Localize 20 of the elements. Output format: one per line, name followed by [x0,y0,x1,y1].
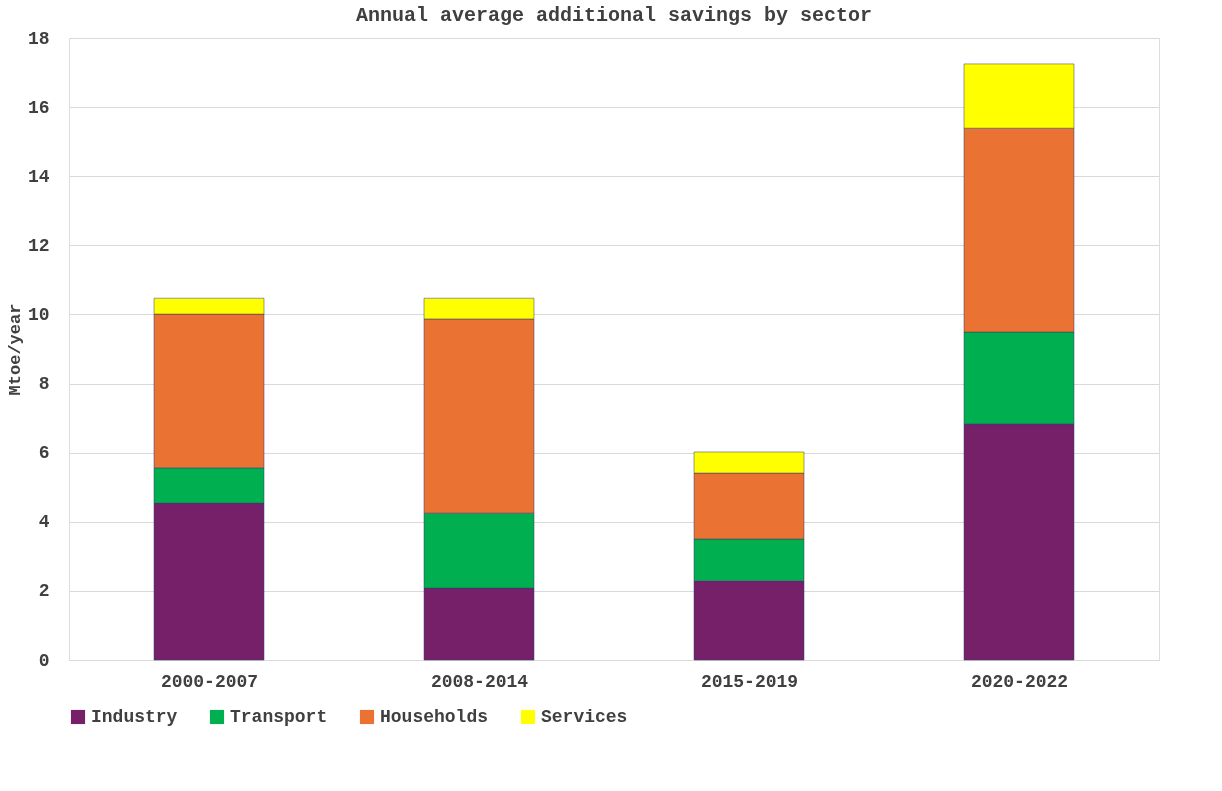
legend-label: Services [541,707,628,727]
legend-label: Transport [230,707,328,727]
y-tick-label: 18 [27,28,50,49]
y-tick-label: 6 [38,443,50,464]
y-tick-label: 2 [38,581,50,602]
legend-label: Industry [91,707,178,727]
y-tick-label: 0 [38,650,50,671]
y-axis-title: Mtoe/year [5,303,25,396]
y-tick-label: 12 [27,235,50,256]
y-tick-label: 10 [27,304,50,325]
x-tick-label: 2015-2019 [700,671,799,692]
y-tick-label: 8 [38,374,50,395]
y-tick-label: 4 [38,512,50,533]
x-tick-label: 2000-2007 [160,671,259,692]
legend-label: Households [380,707,489,727]
x-tick-label: 2008-2014 [430,671,529,692]
x-tick-label: 2020-2022 [970,671,1069,692]
y-tick-label: 16 [27,97,50,118]
chart-title: Annual average additional savings by sector [355,4,873,27]
y-tick-label: 14 [27,166,50,187]
